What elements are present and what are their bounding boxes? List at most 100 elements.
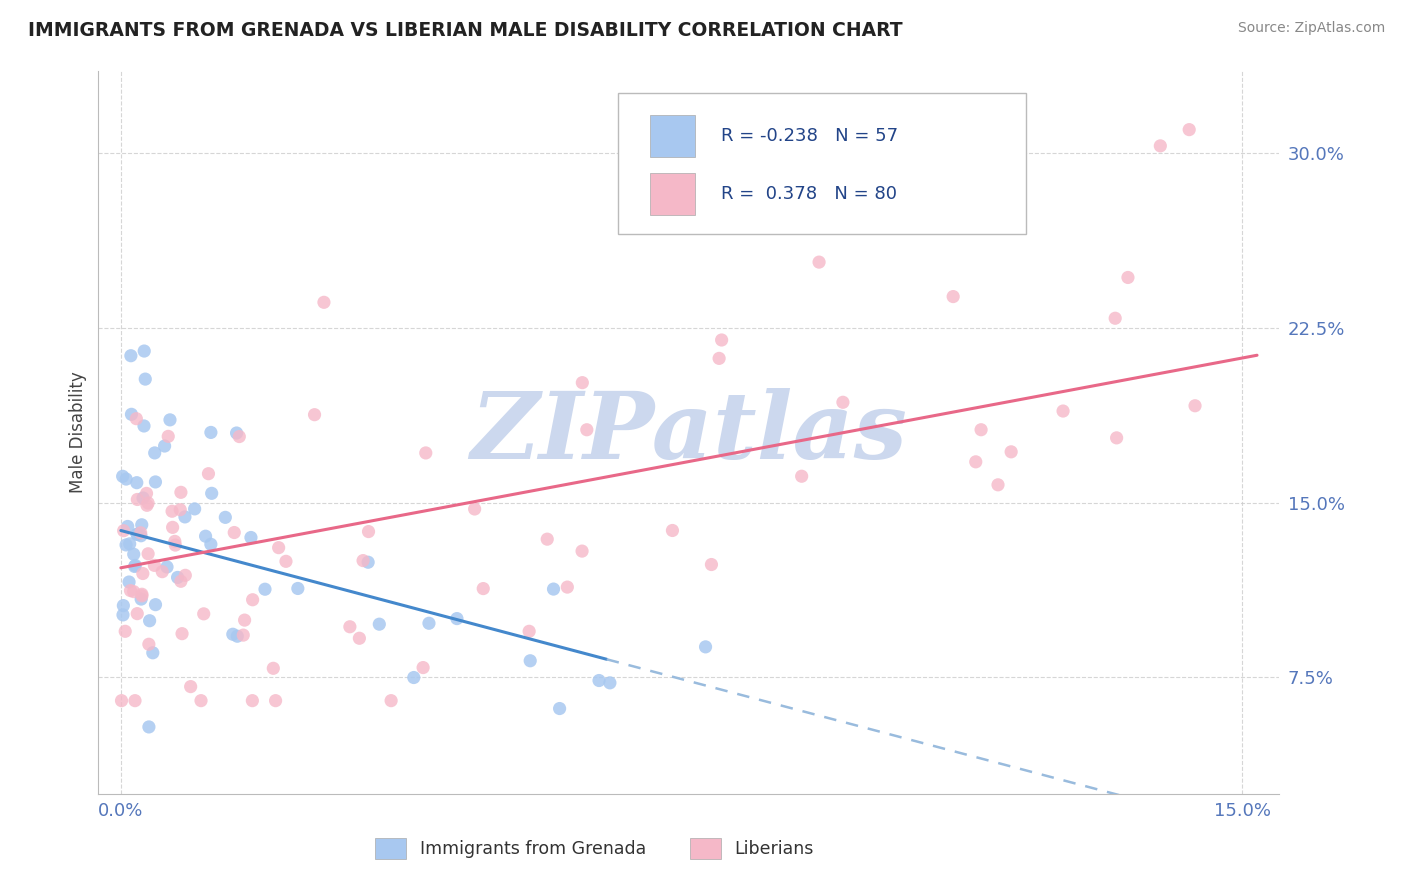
Point [965,455,987,469]
Point [575,423,598,437]
Point [200,425,222,440]
Point [357,555,380,569]
Point [571,376,593,390]
Point [127,527,149,541]
Point [129,592,152,607]
Point [472,582,495,596]
Point [1116,270,1139,285]
FancyBboxPatch shape [619,93,1025,234]
Point [112,524,135,538]
Point [380,693,402,707]
Point [112,599,135,613]
Point [352,553,374,567]
Point [170,574,193,589]
Point [267,541,290,555]
Point [832,395,855,409]
Point [174,509,197,524]
Y-axis label: Male Disability: Male Disability [69,372,87,493]
Point [1149,139,1171,153]
Point [1178,122,1201,136]
Point [536,532,558,546]
Point [253,582,276,597]
Point [201,486,224,500]
Point [695,640,717,654]
Point [987,478,1010,492]
Point [142,646,165,660]
Point [124,559,146,574]
Point [136,498,159,512]
Point [790,469,813,483]
Point [138,720,160,734]
Point [183,502,205,516]
Point [111,607,134,622]
Point [131,589,153,603]
Point [145,598,167,612]
Point [228,429,250,443]
Point [274,554,297,568]
Point [224,525,246,540]
Point [197,467,219,481]
Point [1052,404,1074,418]
Point [357,524,380,539]
Point [190,693,212,707]
Point [942,289,965,303]
Point [132,566,155,581]
Point [808,255,831,269]
Point [226,629,249,643]
Point [159,413,181,427]
Point [145,475,167,489]
Point [707,351,730,366]
Point [156,560,179,574]
Point [264,693,287,707]
Point [193,607,215,621]
Text: ZIPatlas: ZIPatlas [471,388,907,477]
Point [446,611,468,625]
Point [124,558,146,573]
Point [150,565,173,579]
Point [138,614,160,628]
Point [170,485,193,500]
Legend: Immigrants from Grenada, Liberians: Immigrants from Grenada, Liberians [368,831,821,866]
Point [118,574,141,589]
Point [349,632,371,646]
Point [157,429,180,443]
Text: Source: ZipAtlas.com: Source: ZipAtlas.com [1237,21,1385,35]
Point [135,486,157,500]
Point [412,660,434,674]
Point [160,504,183,518]
Point [557,580,579,594]
Point [122,547,145,561]
Text: R =  0.378   N = 80: R = 0.378 N = 80 [721,186,897,203]
Point [222,627,245,641]
Point [214,510,236,524]
Point [120,349,142,363]
Point [125,475,148,490]
Point [125,411,148,425]
Point [242,592,264,607]
Point [661,524,683,538]
Point [120,583,142,598]
Point [166,570,188,584]
Point [122,584,145,599]
Point [131,587,153,601]
Point [970,423,993,437]
Point [163,534,186,549]
Point [415,446,437,460]
Point [700,558,723,572]
Point [153,439,176,453]
Point [1104,311,1126,326]
Point [194,529,217,543]
Point [111,469,134,483]
Point [402,671,425,685]
Point [180,680,202,694]
Point [134,344,156,359]
Point [548,701,571,715]
Point [418,616,440,631]
Point [131,517,153,532]
Point [262,661,284,675]
Point [200,537,222,551]
Point [124,693,146,707]
Point [339,620,361,634]
Point [143,558,166,573]
Point [368,617,391,632]
